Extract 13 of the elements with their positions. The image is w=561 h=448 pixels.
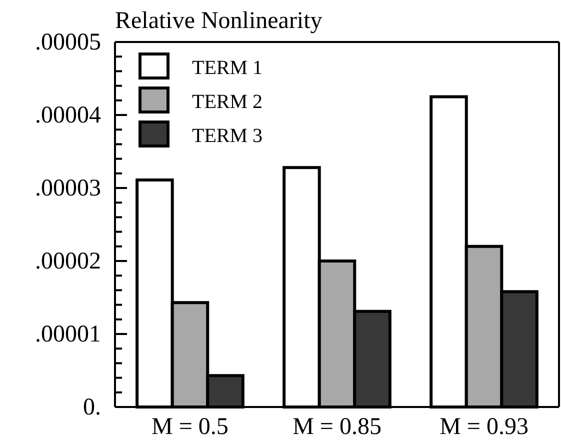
y-tick-label: .00002 (35, 248, 101, 275)
y-tick-label: .00005 (35, 30, 101, 56)
legend-label: TERM 2 (192, 91, 263, 113)
x-tick-label: M = 0.93 (440, 414, 528, 440)
x-tick-label: M = 0.85 (292, 414, 382, 440)
y-tick-label: 0. (83, 394, 101, 421)
y-tick-label: .00001 (35, 322, 101, 348)
y-tick-label: .00003 (35, 176, 101, 202)
x-tick-label: M = 0.5 (152, 414, 228, 440)
y-tick-label: .00004 (35, 102, 101, 129)
legend-label: TERM 3 (192, 125, 263, 147)
chart-title: Relative Nonlinearity (115, 8, 322, 34)
legend-label: TERM 1 (192, 57, 263, 79)
